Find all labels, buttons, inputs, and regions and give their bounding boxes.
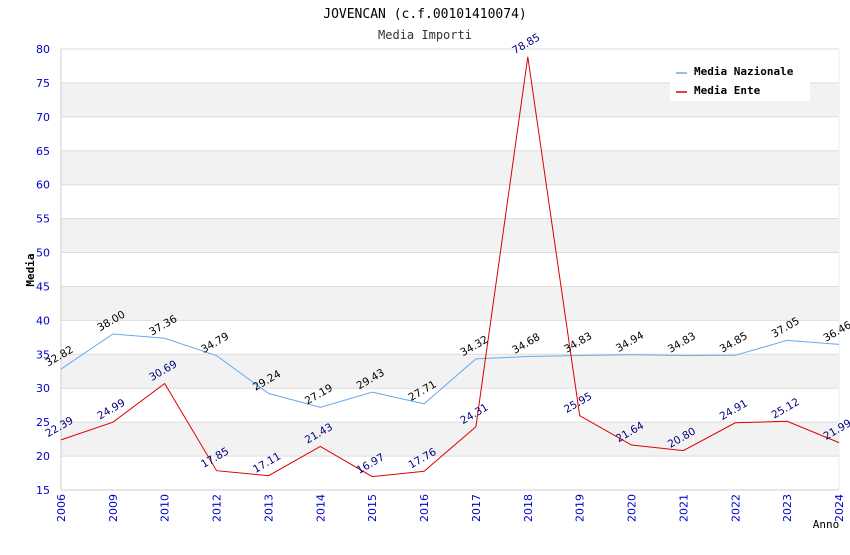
- y-tick-label: 55: [36, 213, 50, 226]
- grid-band: [61, 422, 839, 457]
- y-tick-label: 25: [36, 416, 50, 429]
- grid-band: [61, 456, 839, 490]
- y-tick-label: 80: [36, 43, 50, 56]
- x-tick-label: 2020: [626, 494, 639, 522]
- legend: Media Nazionale Media Ente: [670, 61, 810, 101]
- x-tick-label: 2022: [729, 494, 742, 522]
- axes: [60, 49, 840, 491]
- chart-subtitle: Media Importi: [378, 28, 472, 42]
- y-tick-label: 65: [36, 145, 50, 158]
- y-tick-label: 30: [36, 382, 50, 395]
- x-tick-label: 2016: [418, 494, 431, 522]
- x-axis-label: Anno: [813, 518, 840, 531]
- grid-band: [61, 388, 839, 423]
- x-tick-label: 2023: [781, 494, 794, 522]
- x-tick-label: 2009: [107, 494, 120, 522]
- grid-band: [61, 354, 839, 389]
- legend-label-nazionale: Media Nazionale: [694, 65, 794, 78]
- x-tick-label: 2010: [159, 494, 172, 522]
- x-tick-label: 2018: [522, 494, 535, 522]
- x-tick-label: 2021: [677, 494, 690, 522]
- x-tick-label: 2017: [470, 494, 483, 522]
- x-tick-label: 2019: [574, 494, 587, 522]
- legend-box: [670, 61, 810, 101]
- grid-band: [61, 320, 839, 355]
- grid-band: [61, 150, 839, 185]
- y-tick-label: 70: [36, 111, 50, 124]
- y-tick-label: 60: [36, 179, 50, 192]
- y-axis-label: Media: [24, 253, 37, 286]
- x-tick-label: 2014: [314, 494, 327, 522]
- grid-band: [61, 286, 839, 321]
- y-tick-label: 20: [36, 450, 50, 463]
- x-tick-label: 2006: [55, 494, 68, 522]
- chart-title: JOVENCAN (c.f.00101410074): [323, 7, 527, 22]
- series-lines: [60, 56, 840, 478]
- y-tick-label: 45: [36, 280, 50, 293]
- y-tick-label: 40: [36, 314, 50, 327]
- series-line-media-ente: [60, 56, 840, 478]
- grid-band: [61, 218, 839, 253]
- y-tick-label: 15: [36, 484, 50, 497]
- series-line-media-nazionale: [60, 333, 840, 408]
- grid-band: [61, 116, 839, 151]
- y-axis-ticks: 15 20 25 30 35 40 45 50 55 60 65 70 75 80: [36, 43, 50, 497]
- grid-band: [61, 252, 839, 287]
- y-tick-label: 50: [36, 247, 50, 260]
- x-tick-label: 2024: [833, 494, 846, 522]
- x-tick-label: 2015: [366, 494, 379, 522]
- x-tick-label: 2013: [262, 494, 275, 522]
- y-tick-label: 75: [36, 77, 50, 90]
- y-tick-label: 35: [36, 348, 50, 361]
- legend-label-ente: Media Ente: [694, 84, 761, 97]
- grid-band: [61, 184, 839, 219]
- x-axis-ticks: 2006 2009 2010 2012 2013 2014 2015 2016 2017 2018…: [55, 494, 846, 522]
- x-tick-label: 2012: [211, 494, 224, 522]
- grid-bands: [61, 49, 839, 490]
